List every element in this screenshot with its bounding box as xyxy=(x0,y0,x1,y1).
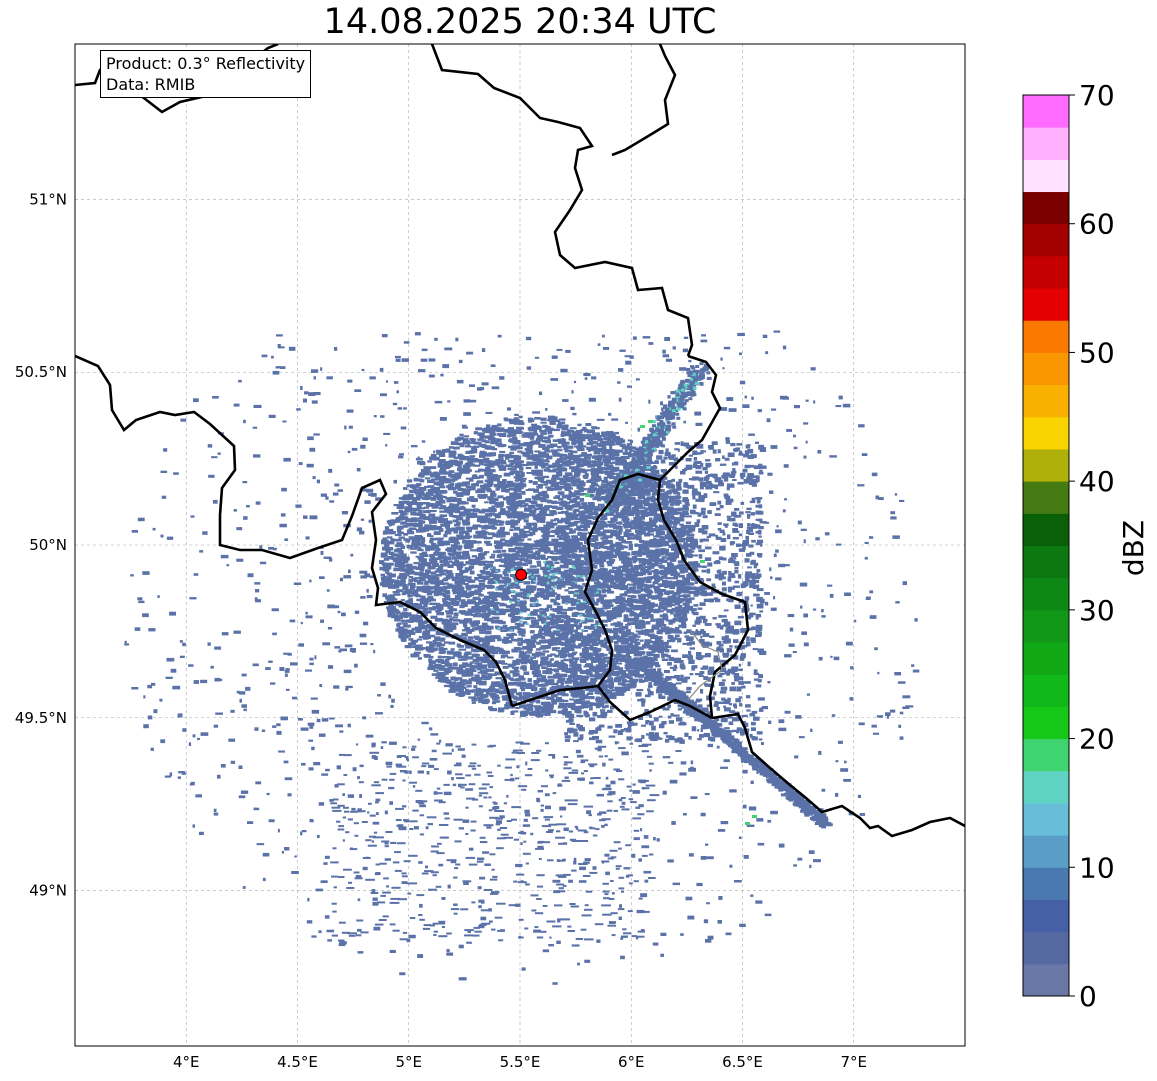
colorbar-tick-label: 50 xyxy=(1079,336,1115,369)
border-luxembourg-loop xyxy=(583,472,750,719)
colorbar-segment xyxy=(1023,674,1069,707)
colorbar-segment xyxy=(1023,191,1069,225)
longitude-ticks: 4°E 4.5°E 5°E 5.5°E 6°E 6.5°E 7°E xyxy=(173,1053,867,1071)
border-netherlands-germany xyxy=(430,44,694,357)
lat-tick-label: 50.5°N xyxy=(15,363,67,381)
colorbar-segment xyxy=(1023,642,1069,675)
colorbar-segment xyxy=(1023,513,1069,546)
colorbar-segment xyxy=(1023,352,1069,386)
lon-tick-label: 7°E xyxy=(840,1053,867,1071)
map-frame xyxy=(74,43,966,1047)
colorbar-segment xyxy=(1023,288,1069,321)
colorbar-segment xyxy=(1023,867,1069,900)
reflectivity-echoes xyxy=(124,330,920,985)
colorbar-segment xyxy=(1023,899,1069,933)
colorbar-tick-label: 10 xyxy=(1079,851,1115,884)
map-title: 14.08.2025 20:34 UTC xyxy=(323,2,717,42)
colorbar-segment xyxy=(1023,416,1069,450)
lon-tick-label: 6°E xyxy=(618,1053,645,1071)
colorbar-tick-label: 70 xyxy=(1079,79,1115,112)
colorbar-segment xyxy=(1023,545,1069,579)
data-source-label: Data: RMIB xyxy=(106,75,196,94)
colorbar-segment xyxy=(1023,931,1069,965)
colorbar-segment xyxy=(1023,835,1069,868)
colorbar-tick-label: 0 xyxy=(1079,980,1097,1013)
latitude-ticks: 49°N 49.5°N 50°N 50.5°N 51°N xyxy=(15,190,67,899)
info-box: Product: 0.3° Reflectivity Data: RMIB xyxy=(100,50,312,98)
lon-tick-label: 6.5°E xyxy=(722,1053,763,1071)
lat-tick-label: 49°N xyxy=(29,882,67,900)
colorbar-segment xyxy=(1023,706,1069,740)
colorbar: 0 10 20 30 40 50 60 70 xyxy=(1022,79,1115,1013)
lat-tick-label: 51°N xyxy=(29,190,67,208)
radar-site-marker xyxy=(515,568,528,581)
colorbar-frame xyxy=(1022,94,1070,997)
colorbar-segment xyxy=(1023,159,1069,193)
colorbar-segment xyxy=(1023,963,1069,997)
colorbar-segment xyxy=(1023,802,1069,836)
colorbar-tick-label: 40 xyxy=(1079,465,1115,498)
lon-tick-label: 5°E xyxy=(395,1053,422,1071)
border-france-belgium-west xyxy=(75,354,514,707)
colorbar-segment xyxy=(1023,320,1069,353)
colorbar-segment xyxy=(1023,481,1069,514)
colorbar-segment xyxy=(1023,577,1069,611)
border-luxembourg-south xyxy=(596,685,713,722)
colorbar-segment xyxy=(1023,95,1069,128)
border-luxembourg-west xyxy=(511,684,599,708)
colorbar-tick-label: 30 xyxy=(1079,594,1115,627)
product-label: Product: 0.3° Reflectivity xyxy=(106,54,306,73)
colorbar-segment xyxy=(1023,384,1069,418)
border-france-germany xyxy=(711,712,965,838)
colorbar-segment xyxy=(1023,738,1069,772)
colorbar-segment xyxy=(1023,223,1069,257)
lat-tick-label: 49.5°N xyxy=(15,709,67,727)
colorbar-tick-label: 20 xyxy=(1079,723,1115,756)
colorbar-segment xyxy=(1023,448,1069,482)
colorbar-segment xyxy=(1023,127,1069,160)
border-saar-inner xyxy=(687,629,723,701)
lon-tick-label: 5.5°E xyxy=(500,1053,541,1071)
colorbar-segment xyxy=(1023,255,1069,289)
lon-tick-label: 4°E xyxy=(173,1053,200,1071)
colorbar-segment xyxy=(1023,609,1069,643)
border-germany-north-segment xyxy=(611,44,677,157)
lat-tick-label: 50°N xyxy=(29,536,67,554)
colorbar-segment xyxy=(1023,770,1069,804)
lon-tick-label: 4.5°E xyxy=(277,1053,318,1071)
colorbar-label: dBZ xyxy=(1117,520,1150,576)
colorbar-tick-label: 60 xyxy=(1079,208,1115,241)
border-belgium-germany-east xyxy=(659,354,722,481)
